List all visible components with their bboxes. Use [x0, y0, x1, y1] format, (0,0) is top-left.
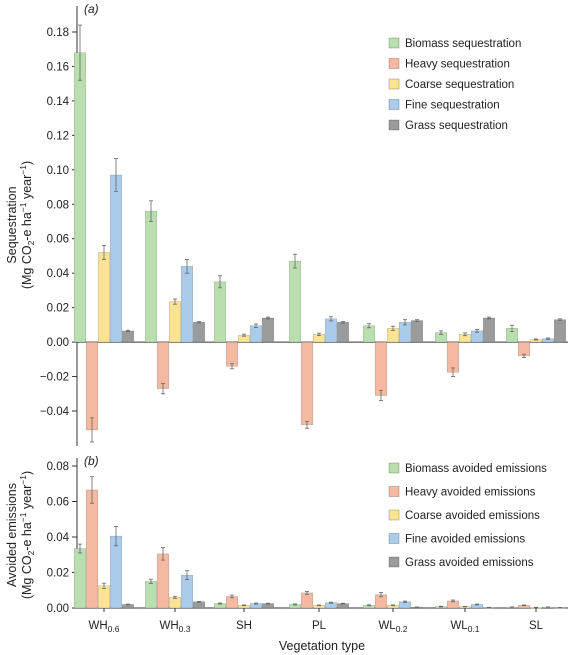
- bar-grass: [122, 330, 134, 343]
- bar-biomass: [145, 581, 157, 609]
- x-tick-label: SL: [529, 620, 544, 632]
- bar-biomass: [289, 260, 301, 343]
- y-tick-label: −0.04: [40, 406, 70, 418]
- y-tick-label: 0.04: [47, 532, 70, 544]
- bar-heavy: [226, 341, 238, 367]
- bar-fine: [110, 174, 122, 343]
- panel-label: (a): [84, 2, 99, 16]
- legend-swatch: [388, 556, 400, 568]
- y-tick-label: 0.08: [47, 461, 69, 473]
- y-tick-label: −0.02: [40, 372, 69, 384]
- legend-swatch: [388, 99, 400, 110]
- bar-grass: [193, 601, 205, 609]
- bar-heavy: [375, 341, 387, 396]
- bar-grass: [262, 317, 274, 343]
- y-tick-label: 0.06: [47, 497, 69, 509]
- bar-fine: [250, 325, 262, 343]
- y-tick-label: 0.12: [47, 130, 69, 142]
- legend-label: Grass sequestration: [405, 120, 508, 132]
- bar-coarse: [169, 597, 181, 609]
- bar-fine: [181, 574, 193, 609]
- legend-swatch: [388, 509, 400, 521]
- legend-label: Fine avoided emissions: [405, 534, 525, 546]
- y-tick-label: 0.10: [47, 165, 69, 177]
- y-tick-label: 0.00: [47, 603, 69, 615]
- legend-label: Biomass sequestration: [405, 38, 521, 50]
- x-tick-label: WL0.1: [450, 620, 479, 634]
- legend-label: Heavy avoided emissions: [405, 487, 536, 499]
- bar-coarse: [98, 252, 110, 343]
- bar-biomass: [145, 210, 157, 343]
- bar-grass: [483, 317, 495, 343]
- y-tick-label: 0.18: [47, 27, 69, 39]
- y-tick-label: 0.16: [47, 61, 69, 73]
- bar-fine: [181, 266, 193, 343]
- bar-grass: [337, 322, 349, 343]
- bar-biomass: [74, 52, 86, 343]
- legend-swatch: [388, 486, 400, 497]
- legend-swatch: [388, 533, 400, 544]
- bar-heavy: [301, 592, 313, 609]
- bar-grass: [193, 322, 205, 343]
- x-tick-label: WL0.2: [378, 620, 407, 634]
- y-tick-label: 0.08: [47, 199, 69, 211]
- bar-fine: [325, 318, 337, 343]
- legend-label: Grass avoided emissions: [405, 557, 534, 569]
- legend-label: Biomass avoided emissions: [405, 463, 547, 475]
- y-axis-title-line2: (Mg CO2-e ha−1 year−1): [18, 161, 36, 289]
- x-axis-title: Vegetation type: [279, 639, 365, 653]
- bar-heavy: [157, 341, 169, 389]
- bar-grass: [411, 320, 423, 343]
- x-tick-label: WH0.6: [89, 620, 120, 634]
- y-tick-label: 0.02: [47, 303, 69, 315]
- bar-coarse: [98, 585, 110, 609]
- y-tick-label: 0.14: [47, 96, 70, 108]
- legend-label: Fine sequestration: [405, 100, 500, 112]
- bar-biomass: [214, 281, 226, 343]
- y-tick-label: 0.02: [47, 568, 69, 580]
- y-tick-label: 0.04: [47, 268, 70, 280]
- bar-heavy: [86, 341, 98, 431]
- legend-swatch: [388, 37, 400, 49]
- bar-heavy: [301, 341, 313, 426]
- bar-biomass: [74, 548, 86, 609]
- bar-heavy: [157, 553, 169, 609]
- y-tick-label: 0.06: [47, 234, 69, 246]
- legend-label: Coarse sequestration: [405, 79, 514, 91]
- bar-coarse: [169, 301, 181, 343]
- x-tick-label: PL: [312, 620, 327, 632]
- legend-swatch: [388, 462, 400, 474]
- panel-a: 0.18 0.16 0.14 0.12 0.10 0.08 0.06 0.04 0.02 0.00…: [5, 2, 568, 446]
- legend-swatch: [388, 58, 400, 69]
- panel-label: (b): [84, 454, 99, 468]
- y-axis-title-line1: Sequestration: [5, 186, 19, 263]
- y-tick-label: 0.00: [47, 337, 69, 349]
- bar-fine: [110, 535, 122, 609]
- bar-heavy: [86, 489, 98, 609]
- y-axis-title-line2: (Mg CO2-e ha−1 year−1): [18, 471, 36, 599]
- legend-swatch: [388, 119, 400, 131]
- bar-grass: [554, 319, 566, 343]
- legend-swatch: [388, 78, 400, 90]
- y-axis-title-line1: Avoided emissions: [5, 483, 19, 587]
- legend-label: Coarse avoided emissions: [405, 510, 540, 522]
- x-tick-label: SH: [236, 620, 252, 632]
- panel-b: 0.08 0.06 0.04 0.02 0.00 Avoided emissions (Mg…: [5, 454, 568, 653]
- legend-label: Heavy sequestration: [405, 59, 510, 71]
- x-tick-label: WH0.3: [160, 620, 191, 634]
